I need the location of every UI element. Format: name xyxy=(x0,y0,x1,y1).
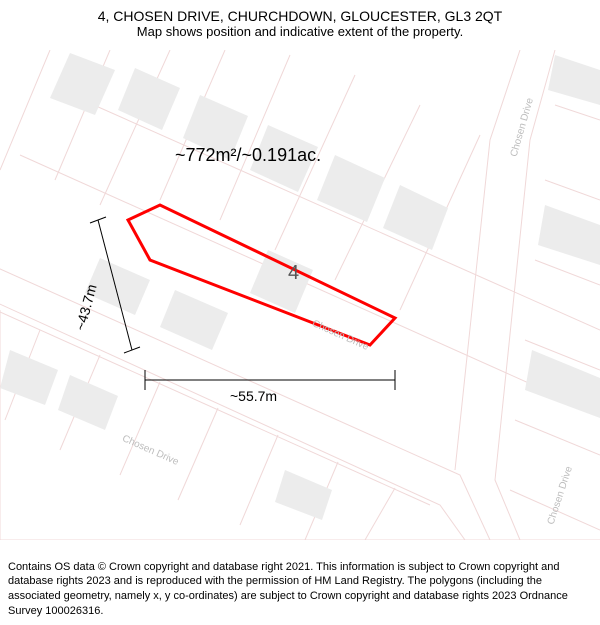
width-label: ~55.7m xyxy=(230,388,277,404)
house-number: 4 xyxy=(288,262,299,285)
page-subtitle: Map shows position and indicative extent… xyxy=(0,24,600,39)
area-label: ~772m²/~0.191ac. xyxy=(175,145,321,166)
header: 4, CHOSEN DRIVE, CHURCHDOWN, GLOUCESTER,… xyxy=(0,0,600,39)
footer: Contains OS data © Crown copyright and d… xyxy=(8,560,592,619)
map: ~772m²/~0.191ac. ~55.7m ~43.7m 4 Chosen … xyxy=(0,50,600,540)
page-title: 4, CHOSEN DRIVE, CHURCHDOWN, GLOUCESTER,… xyxy=(0,8,600,24)
footer-text: Contains OS data © Crown copyright and d… xyxy=(8,561,568,618)
